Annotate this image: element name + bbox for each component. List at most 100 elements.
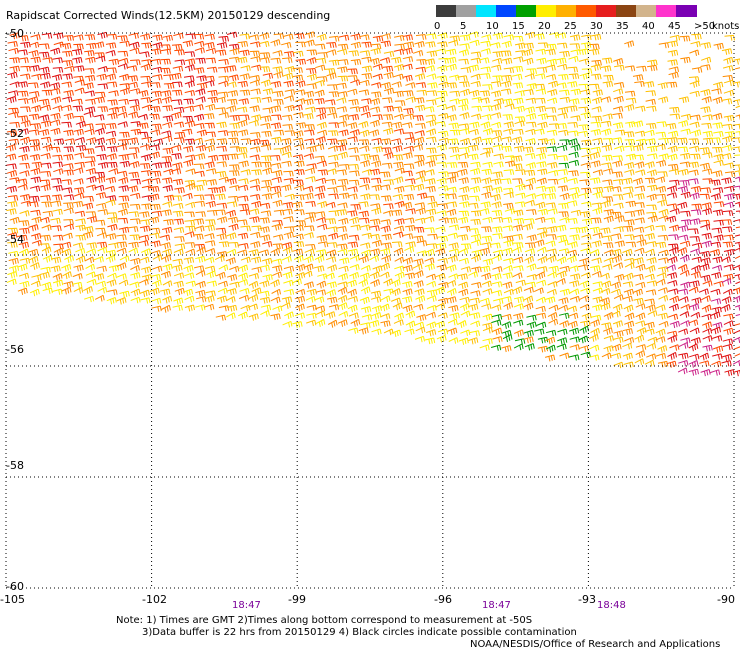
wind-barb <box>50 147 60 152</box>
wind-barb <box>527 264 536 271</box>
wind-barb <box>395 101 405 106</box>
wind-barb <box>603 328 612 335</box>
wind-barb <box>678 147 688 152</box>
wind-barb <box>315 65 325 71</box>
wind-barb <box>636 139 646 145</box>
wind-barb <box>580 73 590 79</box>
wind-barb <box>259 250 269 256</box>
wind-barb <box>647 65 657 71</box>
wind-barb <box>163 186 173 192</box>
wind-barb <box>713 346 723 353</box>
wind-barb <box>437 335 446 342</box>
wind-barb <box>31 57 41 63</box>
wind-barb <box>690 237 700 242</box>
wind-barb <box>691 42 701 48</box>
wind-barb <box>569 266 579 272</box>
wind-barb <box>613 107 623 113</box>
wind-barb <box>394 313 403 320</box>
wind-barb <box>701 123 711 128</box>
wind-barb <box>569 152 579 158</box>
wind-barb <box>314 266 324 272</box>
wind-barb <box>251 57 261 63</box>
wind-barb <box>568 242 578 249</box>
wind-barb <box>471 255 480 262</box>
wind-barb <box>163 35 173 41</box>
wind-barb <box>569 281 579 287</box>
wind-barb <box>240 34 250 39</box>
wind-barb <box>425 170 435 176</box>
wind-barb <box>238 42 248 48</box>
wind-barb <box>174 249 183 255</box>
wind-barb <box>680 162 690 167</box>
wind-barb <box>699 289 708 295</box>
wind-barb <box>592 208 602 215</box>
wind-barb <box>503 240 513 246</box>
wind-barb <box>658 97 668 103</box>
wind-barb <box>471 178 481 184</box>
wind-barb <box>491 113 501 119</box>
wind-barb <box>107 154 117 161</box>
wind-barb <box>427 290 437 296</box>
wind-barb <box>283 202 293 208</box>
wind-barb <box>723 242 733 247</box>
wind-barb <box>328 155 338 161</box>
wind-barb <box>556 278 565 284</box>
wind-barb <box>207 211 217 216</box>
wind-barb <box>513 257 523 263</box>
wind-barb <box>394 114 404 120</box>
wind-barb <box>273 67 283 73</box>
wind-barb <box>273 51 283 57</box>
wind-barb <box>130 42 140 49</box>
wind-barb <box>185 202 194 208</box>
wind-barb <box>219 113 229 119</box>
wind-barb <box>701 258 711 265</box>
wind-barb <box>668 164 678 170</box>
wind-barb <box>569 56 579 62</box>
wind-barb <box>502 146 512 152</box>
wind-barb <box>612 172 622 178</box>
wind-barb <box>667 273 677 280</box>
wind-barb <box>512 137 522 144</box>
wind-barb <box>6 145 16 152</box>
wind-barb <box>535 217 545 223</box>
wind-barb <box>338 234 348 241</box>
wind-barb <box>151 49 161 55</box>
wind-barb <box>107 224 117 230</box>
wind-barb <box>53 58 63 63</box>
wind-barb <box>481 41 491 46</box>
wind-barb <box>307 74 317 80</box>
wind-barb <box>439 218 449 224</box>
wind-barb <box>87 249 96 255</box>
wind-barb <box>537 68 547 73</box>
wind-barb <box>690 219 700 225</box>
wind-barb <box>239 204 249 209</box>
wind-barb <box>371 48 381 54</box>
wind-barb <box>645 299 655 305</box>
wind-barb <box>689 162 699 168</box>
wind-barb <box>117 171 127 177</box>
wind-barb <box>237 148 247 153</box>
wind-barb <box>702 203 712 209</box>
wind-barb <box>196 271 205 277</box>
wind-barb <box>413 51 423 57</box>
wind-barb <box>468 304 478 310</box>
wind-barb <box>393 194 403 200</box>
wind-barb <box>327 250 336 257</box>
wind-barb <box>413 116 423 121</box>
wind-barb <box>538 122 548 128</box>
wind-barb <box>461 68 471 73</box>
wind-barb <box>139 241 149 247</box>
wind-barb <box>691 187 701 193</box>
wind-barb <box>570 35 580 41</box>
wind-barb <box>272 170 282 176</box>
wind-barb <box>63 74 73 80</box>
wind-barb <box>492 131 502 136</box>
wind-barb <box>216 108 226 113</box>
wind-barb <box>424 216 434 222</box>
wind-barb <box>230 147 240 152</box>
wind-barb <box>130 60 140 65</box>
wind-barb <box>678 289 688 295</box>
wind-barb <box>571 145 581 152</box>
wind-barb <box>678 226 688 232</box>
wind-barb <box>337 227 347 233</box>
